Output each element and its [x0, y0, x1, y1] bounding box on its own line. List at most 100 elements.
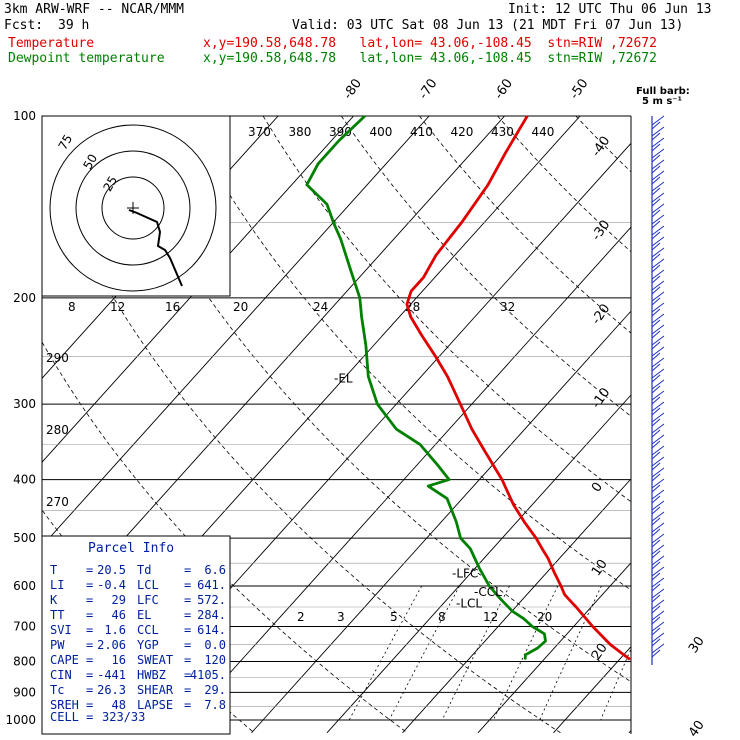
wind-barb: [651, 522, 665, 533]
wind-barb: [651, 302, 665, 313]
mixing-ratio-line: [388, 585, 460, 721]
wind-barb: [651, 440, 661, 449]
wind-barb: [651, 396, 661, 405]
wind-barb: [651, 478, 665, 489]
forecast-label: Fcst:: [4, 18, 44, 33]
wind-barb: [651, 330, 661, 339]
isotherm-line: [553, 645, 631, 734]
wind-scale-label: 32: [500, 300, 515, 314]
parcel-info-cell: TT: [50, 608, 64, 622]
pressure-label: 300: [13, 397, 36, 411]
wind-barb: [651, 577, 665, 588]
parcel-info-cell: Td: [137, 563, 151, 577]
mixing-ratio-line: [348, 585, 423, 721]
wind-barb: [651, 203, 665, 214]
wind-barb: [651, 500, 665, 511]
level-label-lcl: -LCL: [456, 596, 482, 610]
wind-barb: [651, 297, 661, 306]
wind-barb: [651, 181, 665, 192]
wind-barb: [651, 429, 661, 438]
parcel-info-cell: SWEAT: [137, 653, 173, 667]
theta-e-label: 410: [410, 125, 433, 139]
wind-barb: [651, 137, 665, 148]
wind-barb: [651, 275, 661, 284]
wind-barb: [651, 264, 661, 273]
wind-barb: [651, 621, 665, 632]
wind-barb: [651, 148, 665, 159]
pressure-label: 100: [13, 109, 36, 123]
isotherm-label: 10: [589, 557, 611, 579]
wind-barb: [651, 390, 665, 401]
wind-barb: [651, 434, 665, 445]
parcel-info-cell: =: [184, 668, 191, 682]
wind-barb: [651, 561, 661, 570]
parcel-info-cell: K: [50, 593, 58, 607]
parcel-info-cell: =: [86, 638, 93, 652]
wind-barb: [651, 341, 661, 350]
isotherm-label: -40: [589, 134, 613, 160]
parcel-info-cell: 29: [112, 593, 126, 607]
wind-barb: [651, 198, 661, 207]
wind-barb: [651, 550, 661, 559]
parcel-info-cell: -441: [97, 668, 126, 682]
cell-value: 323/33: [102, 710, 145, 724]
isotherm-label: 30: [686, 634, 708, 656]
isotherm-line: [175, 226, 631, 734]
wind-barb: [651, 456, 665, 467]
isotherm-line: [251, 310, 631, 734]
wind-barb: [651, 159, 665, 170]
parcel-info-cell: LAPSE: [137, 698, 173, 712]
wind-barb: [651, 335, 665, 346]
dewpoint-location: x,y=190.58,648.78 lat,lon= 43.06,-108.45…: [203, 51, 657, 66]
pressure-label: 1000: [5, 713, 36, 727]
wind-barb: [651, 407, 661, 416]
wind-barb: [651, 401, 665, 412]
wind-barb: [651, 176, 661, 185]
wind-barb: [651, 165, 661, 174]
parcel-info-cell: Tc: [50, 683, 64, 697]
wind-barb: [651, 115, 665, 126]
parcel-info-cell: =: [86, 623, 93, 637]
wind-barb: [651, 610, 665, 621]
isotherm-label: 20: [589, 641, 611, 663]
parcel-info-cell: YGP: [137, 638, 159, 652]
parcel-info-cell: 641.: [197, 578, 226, 592]
init-time: Init: 12 UTC Thu 06 Jun 13: [508, 2, 712, 17]
parcel-info-cell: EL: [137, 608, 151, 622]
parcel-info-cell: SVI: [50, 623, 72, 637]
pressure-label: 800: [13, 654, 36, 668]
wind-barb: [651, 451, 661, 460]
parcel-info-cell: =: [184, 578, 191, 592]
mixing-ratio-line: [441, 585, 510, 721]
isotherm-label: -50: [567, 76, 591, 102]
wind-scale-label: 12: [110, 300, 125, 314]
parcel-info-cell: 1.6: [104, 623, 126, 637]
theta-label: 280: [46, 423, 69, 437]
mixing-ratio-label: 2: [297, 610, 305, 624]
wind-barb: [651, 588, 665, 599]
wind-barb: [651, 649, 661, 658]
parcel-info-cell: =: [184, 608, 191, 622]
wind-barb: [651, 346, 665, 357]
wind-barb: [651, 594, 661, 603]
mixing-ratio-label: 5: [390, 610, 398, 624]
temperature-location: x,y=190.58,648.78 lat,lon= 43.06,-108.45…: [203, 36, 657, 51]
parcel-info-cell: 46: [112, 608, 126, 622]
parcel-info-cell: CCL: [137, 623, 159, 637]
parcel-info-cell: CAPE: [50, 653, 79, 667]
parcel-info-cell: =: [184, 638, 191, 652]
wind-barb: [651, 132, 661, 141]
wind-barb: [651, 253, 661, 262]
mixing-ratio-label: 12: [483, 610, 498, 624]
mixing-ratio-label: 20: [537, 610, 552, 624]
parcel-info-cell: =: [86, 593, 93, 607]
wind-barb: [651, 352, 661, 361]
wind-barb: [651, 385, 661, 394]
pressure-label: 700: [13, 619, 36, 633]
parcel-info-cell: =: [86, 653, 93, 667]
isotherm-label: 40: [686, 718, 708, 740]
parcel-info-cell: SREH: [50, 698, 79, 712]
wind-barb: [651, 357, 665, 368]
isotherm-label: -80: [341, 76, 365, 102]
